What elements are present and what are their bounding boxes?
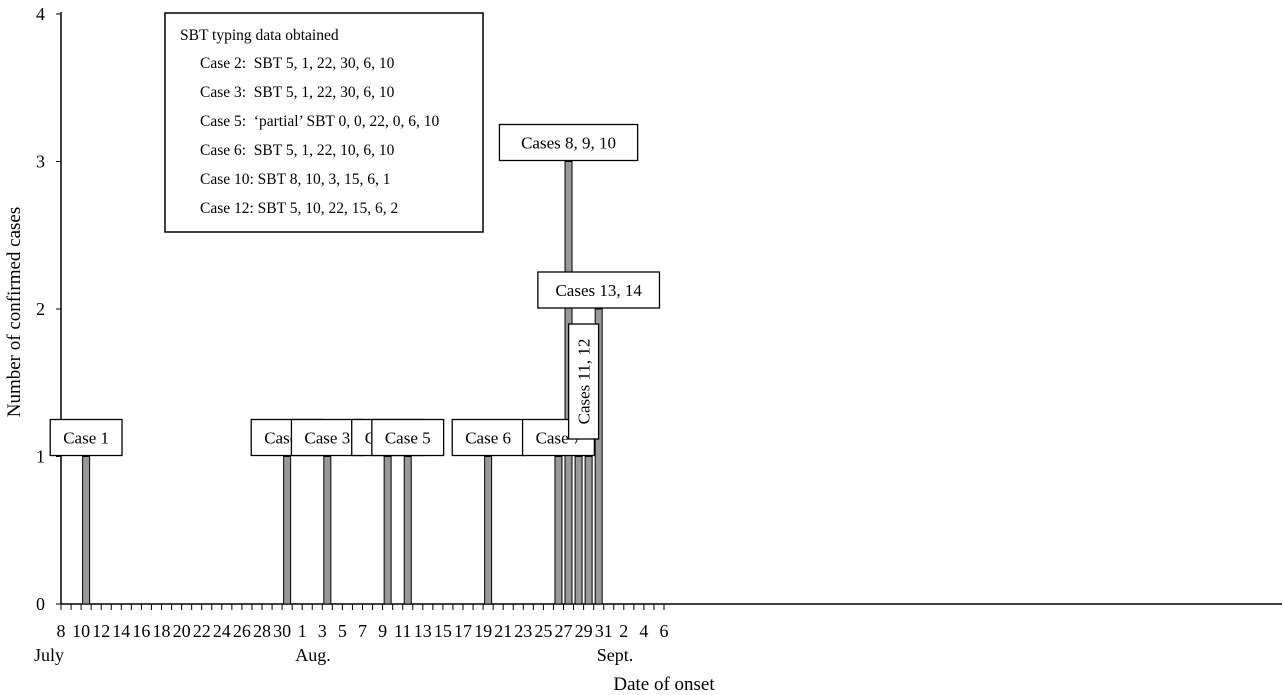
x-tick-labels: 8 10 12 14 16 18 20 22 24 26 28 30 1 3 5 7 9 11 13 15 17 19 21…: [57, 621, 669, 641]
x-tick-label: 2: [619, 621, 628, 641]
sbt-legend-line: Case 10: SBT 8, 10, 3, 15, 6, 1: [200, 171, 390, 188]
x-tick-label: 18: [153, 621, 171, 641]
x-tick-label: 12: [92, 621, 110, 641]
x-tick-label: 11: [394, 621, 411, 641]
y-tick-labels: 0 1 2 3 4: [36, 4, 45, 614]
x-tick-label: 5: [338, 621, 347, 641]
bar: [594, 308, 603, 605]
month-label: Sept.: [597, 645, 634, 665]
sbt-legend-line: Case 3: SBT 5, 1, 22, 30, 6, 10: [200, 84, 395, 101]
annotation-label: Cases 11, 12: [575, 339, 594, 425]
x-tick-label: 17: [454, 621, 472, 641]
month-label: July: [34, 645, 64, 665]
bar: [82, 456, 91, 605]
annotation-box: [498, 123, 639, 162]
x-tick-label: 19: [474, 621, 492, 641]
x-tick-label: 23: [514, 621, 532, 641]
annotation-label: Cases 13, 14: [555, 281, 642, 300]
x-tick-label: 16: [132, 621, 150, 641]
x-tick-label: 22: [193, 621, 211, 641]
x-tick-label: 9: [378, 621, 387, 641]
annotation-box: [451, 418, 525, 457]
x-tick-label: 6: [660, 621, 669, 641]
bar: [383, 456, 392, 605]
x-tick-label: 1: [298, 621, 307, 641]
axes: [56, 12, 1282, 610]
x-tick-label: 14: [112, 621, 130, 641]
bar: [484, 456, 493, 605]
x-tick-label: 25: [534, 621, 552, 641]
bar: [554, 456, 563, 605]
x-tick-label: 4: [639, 621, 648, 641]
sbt-legend-line: Case 12: SBT 5, 10, 22, 15, 6, 2: [200, 200, 398, 217]
annotation-label: Case 3: [304, 429, 350, 448]
x-axis-label: Date of onset: [613, 674, 715, 695]
x-tick-label: 8: [57, 621, 66, 641]
annotation-label: Case 5: [385, 429, 431, 448]
x-tick-label: 13: [414, 621, 432, 641]
x-tick-label: 3: [318, 621, 327, 641]
x-tick-label: 29: [575, 621, 593, 641]
x-tick-label: 28: [253, 621, 271, 641]
sbt-legend-line: Case 5: ‘partial’ SBT 0, 0, 22, 0, 6, 10: [200, 113, 439, 130]
x-tick-label: 30: [273, 621, 291, 641]
x-tick-label: 20: [173, 621, 191, 641]
sbt-legend-line: Case 2: SBT 5, 1, 22, 30, 6, 10: [200, 55, 395, 72]
annotation-box: [567, 323, 600, 440]
y-tick-label: 4: [36, 4, 45, 24]
x-tick-label: 10: [72, 621, 90, 641]
bar: [323, 456, 332, 605]
bar: [584, 456, 593, 605]
x-tick-label: 24: [213, 621, 231, 641]
y-tick-label: 3: [36, 152, 45, 172]
annotation-box: [49, 418, 123, 457]
y-tick-label: 2: [36, 299, 45, 319]
sbt-legend-line: Case 6: SBT 5, 1, 22, 10, 6, 10: [200, 142, 395, 159]
x-tick-label: 7: [358, 621, 367, 641]
annotation-box: [371, 418, 445, 457]
month-labels: July Aug. Sept.: [34, 645, 633, 665]
bar: [403, 456, 412, 605]
bar: [574, 456, 583, 605]
y-tick-label: 0: [36, 594, 45, 614]
bar: [283, 456, 292, 605]
annotation-label: Cases 8, 9, 10: [521, 134, 616, 153]
x-tick-label: 15: [434, 621, 452, 641]
x-tick-label: 31: [595, 621, 613, 641]
x-tick-label: 26: [233, 621, 251, 641]
sbt-legend-title: SBT typing data obtained: [180, 27, 339, 44]
annotation-box: [537, 271, 661, 309]
y-axis-label: Number of confirmed cases: [4, 207, 25, 418]
annotation-label: Case 1: [63, 429, 109, 448]
sbt-legend-box: SBT typing data obtained Case 2: SBT 5, …: [164, 12, 484, 233]
x-tick-label: 27: [555, 621, 573, 641]
annotation-label: Case 6: [465, 429, 511, 448]
x-tick-label: 21: [494, 621, 512, 641]
month-label: Aug.: [295, 645, 331, 665]
y-tick-label: 1: [36, 447, 45, 467]
sbt-legend-frame: [164, 12, 484, 233]
